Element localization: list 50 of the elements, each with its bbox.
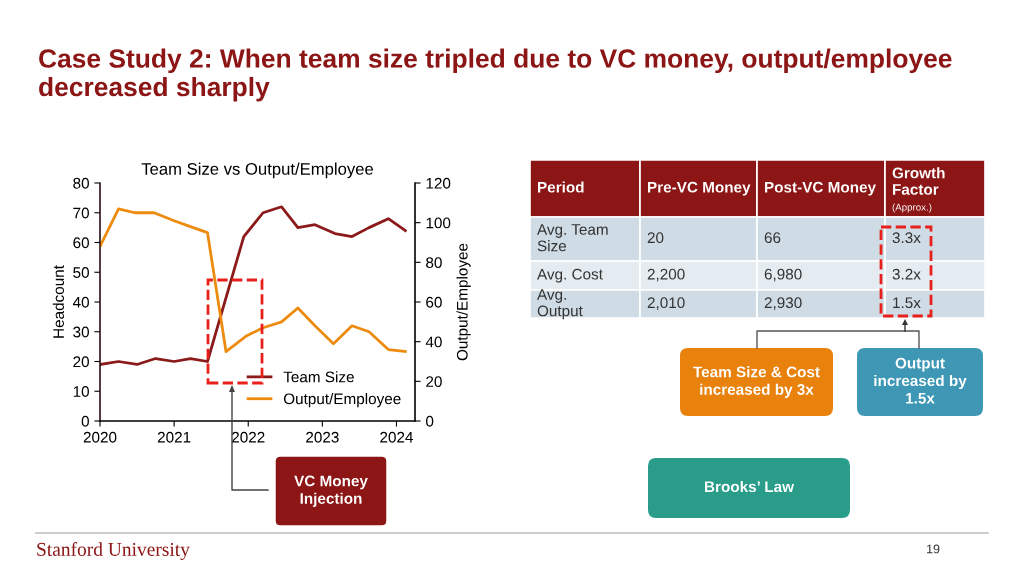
text: Pre-VC Money <box>648 181 751 196</box>
y-tick-label: 20 <box>73 356 89 368</box>
y-tick-label: 80 <box>73 177 89 189</box>
x-tick-label: 2020 <box>83 431 117 443</box>
text: Growth Factor <box>892 167 945 195</box>
text: Post-VC Money <box>765 181 876 196</box>
text: 2,200 <box>647 268 685 282</box>
text: Case Study 2: When team size tripled due to VC money, output/employee decreased sharply <box>39 48 952 102</box>
x-tick-label: 2023 <box>306 431 339 443</box>
text: Avg. Output <box>537 289 583 320</box>
y2-tick-label: 120 <box>426 177 451 189</box>
x-tick-label: 2022 <box>232 431 265 443</box>
text: Brooks’ Law <box>705 480 795 493</box>
y2-axis-title: Output/Employee <box>456 243 471 361</box>
text: VC Money Injection <box>294 475 368 507</box>
x-tick-label: 2021 <box>157 431 191 443</box>
y-tick-label: 10 <box>73 386 89 397</box>
legend-label: Team Size <box>283 371 354 383</box>
text: 1.5x <box>893 297 921 309</box>
legend-label: Output/Employee <box>283 393 401 408</box>
y-tick-label: 70 <box>73 207 89 219</box>
y-tick-label: 30 <box>73 326 89 338</box>
text: Output increased by 1.5x <box>874 357 967 404</box>
text: Avg. Cost <box>537 268 603 283</box>
y-tick-label: 40 <box>72 296 89 308</box>
text: Avg. Team Size <box>537 224 608 252</box>
chart-title: Team Size vs Output/Employee <box>141 162 374 179</box>
text: Stanford University <box>37 542 190 560</box>
text: 2,010 <box>647 297 685 310</box>
y2-tick-label: 80 <box>426 257 442 269</box>
text: 66 <box>764 232 781 244</box>
x-tick-label: 2024 <box>380 431 414 443</box>
text: 6,980 <box>764 268 802 282</box>
y-axis-title: Headcount <box>52 265 65 338</box>
y-tick-label: 60 <box>73 237 89 249</box>
text: 19 <box>927 544 940 554</box>
y2-tick-label: 0 <box>426 415 434 427</box>
text: 3.3x <box>892 232 921 244</box>
text: Period <box>538 181 584 193</box>
text: 2,930 <box>764 297 802 310</box>
y2-tick-label: 60 <box>426 296 442 308</box>
y-tick-label: 50 <box>73 267 89 278</box>
y2-tick-label: 40 <box>425 336 442 348</box>
text: (Approx.) <box>892 203 932 213</box>
y-tick-label: 0 <box>81 415 89 427</box>
text: 3.2x <box>892 268 921 280</box>
text: 20 <box>647 232 664 244</box>
text: Team Size & Cost increased by 3x <box>693 366 820 398</box>
y2-tick-label: 100 <box>426 217 451 229</box>
y2-tick-label: 20 <box>426 376 442 388</box>
